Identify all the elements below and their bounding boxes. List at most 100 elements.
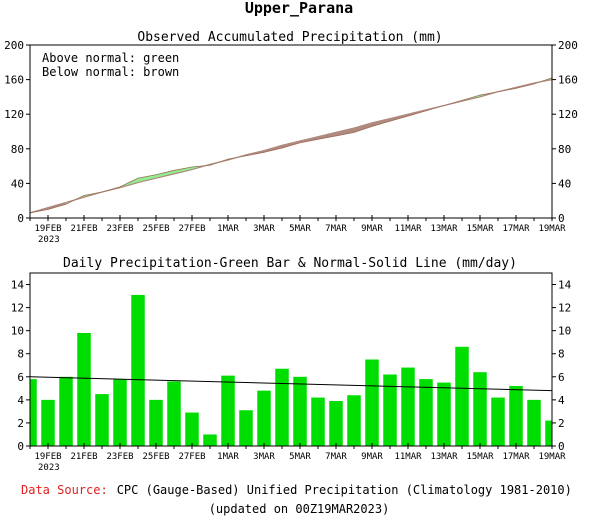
accum-ytick-label-left: 160 — [4, 74, 24, 87]
accum-ytick-label-right: 0 — [558, 212, 565, 225]
daily-xtick-label: 13MAR — [430, 452, 458, 462]
accum-xtick-label: 3MAR — [253, 224, 275, 234]
daily-xtick-label: 11MAR — [394, 452, 422, 462]
accum-ytick-label-left: 40 — [11, 177, 24, 190]
daily-bar-23FEB — [113, 379, 127, 446]
daily-xtick-label: 17MAR — [502, 452, 530, 462]
daily-ytick-label-right: 6 — [558, 371, 565, 384]
daily-bar-19FEB — [41, 399, 55, 446]
daily-ytick-label-left: 6 — [17, 371, 24, 384]
daily-xtick-label: 3MAR — [253, 452, 275, 462]
accum-ytick-label-left: 200 — [4, 39, 24, 52]
daily-ytick-label-right: 14 — [558, 279, 572, 292]
accum-xtick-label: 1MAR — [217, 224, 239, 234]
daily-ytick-label-right: 10 — [558, 325, 571, 338]
daily-bar-6MAR — [311, 397, 325, 446]
accum-ytick-label-right: 200 — [558, 39, 578, 52]
daily-bar-26FEB — [167, 381, 181, 446]
daily-ytick-label-right: 12 — [558, 302, 571, 315]
daily-xtick-label: 21FEB — [70, 452, 97, 462]
daily-bar-19MAR — [545, 420, 552, 446]
accum-xtick-label: 21FEB — [70, 224, 97, 234]
updated-text: (updated on 00Z19MAR2023) — [209, 502, 390, 516]
daily-bar-2MAR — [239, 410, 253, 446]
daily-bars-group — [30, 294, 552, 446]
daily-ytick-label-right: 4 — [558, 394, 565, 407]
accum-xtick-label: 7MAR — [325, 224, 347, 234]
daily-xtick-label: 5MAR — [289, 452, 311, 462]
accum-xtick-label: 5MAR — [289, 224, 311, 234]
daily-bar-1MAR — [221, 375, 235, 446]
daily-bar-20FEB — [59, 376, 73, 446]
accum-xtick-label: 13MAR — [430, 224, 458, 234]
daily-bar-16MAR — [491, 397, 505, 446]
daily-bar-3MAR — [257, 390, 271, 446]
daily-bar-17MAR — [509, 386, 523, 446]
normal-line — [29, 376, 553, 392]
daily-bar-18MAR — [527, 399, 541, 446]
accum-ytick-label-right: 160 — [558, 74, 578, 87]
daily-bar-15MAR — [473, 372, 487, 446]
daily-xtick-label: 27FEB — [178, 452, 205, 462]
daily-ytick-label-right: 8 — [558, 348, 565, 361]
accum-xtick-label: 17MAR — [502, 224, 530, 234]
daily-ytick-label-left: 2 — [17, 417, 24, 430]
daily-xtick-label: 19MAR — [538, 452, 566, 462]
accum-xtick-label: 23FEB — [106, 224, 133, 234]
daily-year-label: 2023 — [38, 463, 60, 473]
accum-y-axis: 0 0 40 40 80 80 120 120 160 160 200 200 — [4, 39, 578, 225]
daily-ytick-label-left: 8 — [17, 348, 24, 361]
footer-line: Data Source: CPC (Gauge-Based) Unified Pr… — [21, 483, 572, 497]
daily-ytick-label-left: 4 — [17, 394, 24, 407]
daily-ytick-label-right: 0 — [558, 440, 565, 453]
accum-ytick-label-right: 120 — [558, 108, 578, 121]
daily-ytick-label-left: 10 — [11, 325, 24, 338]
accum-plot-frame — [29, 44, 553, 219]
daily-bar-14MAR — [455, 346, 469, 446]
accum-xtick-label: 9MAR — [361, 224, 383, 234]
daily-bar-4MAR — [275, 368, 289, 446]
daily-chart-title: Daily Precipitation-Green Bar & Normal-S… — [63, 256, 517, 271]
daily-y-axis: 0 0 2 2 4 4 6 6 8 8 10 10 12 12 14 14 — [11, 279, 572, 453]
daily-bar-25FEB — [149, 399, 163, 446]
daily-ytick-label-right: 2 — [558, 417, 565, 430]
legend-below-normal: Below normal: brown — [42, 65, 179, 79]
daily-xtick-label: 25FEB — [142, 452, 169, 462]
daily-ytick-label-left: 0 — [17, 440, 24, 453]
data-source-label: Data Source: — [21, 483, 108, 497]
daily-xtick-label: 1MAR — [217, 452, 239, 462]
observed-accum-line — [29, 77, 553, 214]
daily-bar-18FEB — [30, 379, 37, 446]
daily-ytick-label-left: 12 — [11, 302, 24, 315]
daily-xtick-label: 7MAR — [325, 452, 347, 462]
daily-bar-11MAR — [401, 367, 415, 446]
normal-accum-line — [29, 79, 553, 214]
accum-xtick-label: 25FEB — [142, 224, 169, 234]
accum-xtick-label: 19FEB — [34, 224, 61, 234]
daily-bar-7MAR — [329, 401, 343, 446]
accum-x-axis: 19FEB 21FEB 23FEB 25FEB 27FEB 1MAR 3MAR 5MAR 7MA… — [29, 215, 566, 245]
daily-bar-28FEB — [203, 434, 217, 446]
accum-xtick-label: 15MAR — [466, 224, 494, 234]
daily-bar-13MAR — [437, 382, 451, 446]
data-source-text: CPC (Gauge-Based) Unified Precipitation … — [117, 483, 572, 497]
daily-bar-24FEB — [131, 294, 145, 446]
accum-chart-title: Observed Accumulated Precipitation (mm) — [137, 30, 442, 45]
daily-xtick-label: 23FEB — [106, 452, 133, 462]
daily-bar-21FEB — [77, 332, 91, 446]
daily-bar-9MAR — [365, 359, 379, 446]
accum-ytick-label-right: 80 — [558, 143, 571, 156]
daily-bar-12MAR — [419, 379, 433, 446]
daily-bar-27FEB — [185, 412, 199, 446]
daily-xtick-label: 19FEB — [34, 452, 61, 462]
daily-xtick-label: 15MAR — [466, 452, 494, 462]
daily-xtick-label: 9MAR — [361, 452, 383, 462]
daily-ytick-label-left: 14 — [11, 279, 25, 292]
daily-bar-5MAR — [293, 376, 307, 446]
daily-bar-10MAR — [383, 374, 397, 446]
daily-bar-22FEB — [95, 394, 109, 446]
accum-ytick-label-left: 80 — [11, 143, 24, 156]
daily-x-axis: 19FEB 21FEB 23FEB 25FEB 27FEB 1MAR 3MAR 5MAR 7MA… — [29, 443, 566, 473]
accum-xtick-label: 11MAR — [394, 224, 422, 234]
